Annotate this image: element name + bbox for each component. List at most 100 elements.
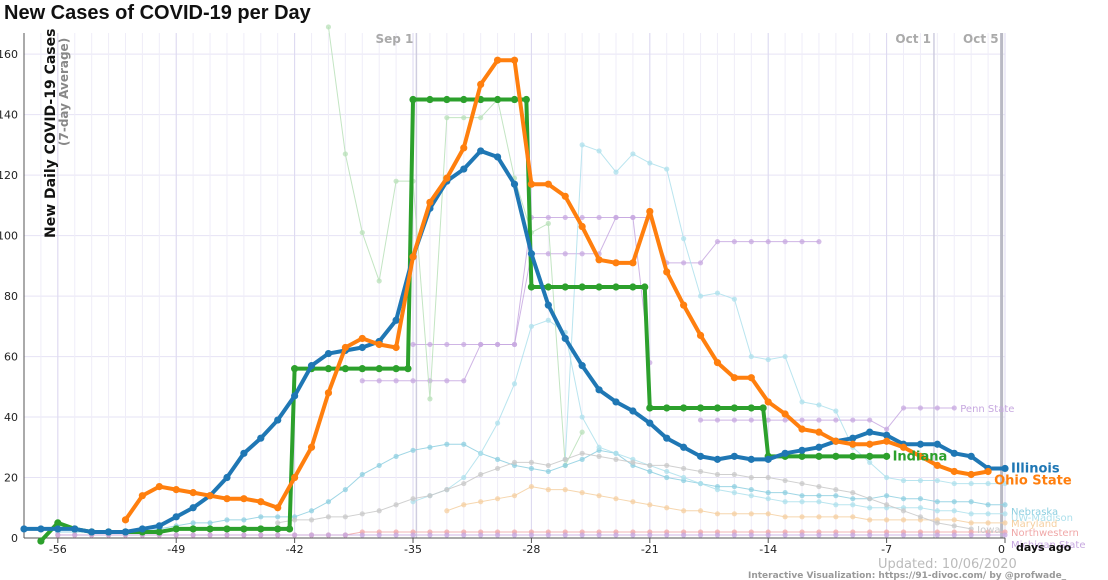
data-point <box>899 443 908 451</box>
data-point <box>511 459 518 466</box>
data-point <box>713 455 722 463</box>
data-point <box>477 147 485 155</box>
data-point <box>376 462 382 469</box>
data-point <box>833 514 839 520</box>
data-point <box>155 522 163 530</box>
data-point <box>697 260 704 266</box>
data-point <box>121 516 130 524</box>
series-line <box>446 486 1005 524</box>
data-point <box>731 296 737 302</box>
data-point <box>511 381 518 387</box>
data-point <box>578 283 586 291</box>
data-point <box>832 437 840 445</box>
y-tick-label: 60 <box>4 351 18 364</box>
data-point <box>55 532 61 538</box>
data-point <box>833 532 839 538</box>
data-point <box>884 493 890 499</box>
data-point <box>562 487 568 493</box>
data-point <box>866 428 874 436</box>
data-point <box>950 467 958 476</box>
data-point <box>341 365 349 373</box>
data-point <box>325 514 332 520</box>
data-point <box>613 214 619 221</box>
data-point <box>461 502 467 508</box>
data-point <box>342 514 348 520</box>
data-point <box>782 532 788 538</box>
data-point <box>527 180 536 188</box>
data-point <box>713 404 722 412</box>
y-tick-label: 80 <box>4 290 18 303</box>
series-label: Ohio State <box>994 474 1072 489</box>
date-marker-label: Oct 5 <box>963 32 999 46</box>
data-point <box>850 417 856 423</box>
series-label: Nebraska <box>1011 507 1058 518</box>
data-point <box>579 450 585 456</box>
data-point <box>461 115 467 121</box>
data-point <box>579 414 585 420</box>
data-point <box>664 505 670 511</box>
data-point <box>461 532 467 538</box>
data-point <box>308 532 315 538</box>
data-point <box>359 511 365 517</box>
data-point <box>376 508 382 514</box>
data-point <box>461 441 467 447</box>
data-point <box>799 399 805 405</box>
data-point <box>37 525 45 533</box>
data-point <box>647 462 653 469</box>
x-tick-label: -14 <box>759 543 777 556</box>
data-point <box>697 480 704 487</box>
data-point <box>748 239 754 245</box>
series-label: UW-Madison <box>1011 513 1073 524</box>
data-point <box>207 532 213 538</box>
data-point <box>748 493 754 499</box>
data-point <box>528 483 535 490</box>
data-point <box>815 452 823 460</box>
series-michigan-state <box>55 532 1008 538</box>
data-point <box>510 56 519 64</box>
data-point <box>985 480 991 487</box>
data-point <box>258 532 264 538</box>
data-point <box>798 452 806 460</box>
data-point <box>900 405 907 411</box>
data-point <box>427 493 433 499</box>
data-point <box>1001 464 1009 473</box>
data-point <box>647 532 653 538</box>
data-point <box>579 490 585 496</box>
series-ohio-state <box>121 56 992 524</box>
data-point <box>478 532 484 538</box>
data-point <box>358 365 366 373</box>
data-point <box>444 532 450 538</box>
data-point <box>884 517 890 523</box>
data-point <box>613 496 619 502</box>
data-point <box>934 405 940 411</box>
data-point <box>630 214 636 221</box>
data-point <box>596 214 602 221</box>
data-point <box>1002 520 1008 526</box>
series-michigan <box>562 142 1008 487</box>
data-point <box>663 268 671 276</box>
data-point <box>759 404 767 412</box>
data-point <box>561 283 569 291</box>
data-point <box>510 180 519 188</box>
x-tick-label: -28 <box>522 543 540 556</box>
data-point <box>867 459 873 466</box>
data-point <box>494 420 501 426</box>
data-point <box>646 419 654 427</box>
data-point <box>747 374 755 382</box>
series-label: Michigan State <box>1011 540 1085 551</box>
data-point <box>1002 532 1008 538</box>
data-point <box>765 239 771 245</box>
y-tick-label: 20 <box>4 472 18 485</box>
data-point <box>731 471 737 478</box>
data-point <box>696 452 705 460</box>
data-point <box>410 496 416 502</box>
data-point <box>561 192 569 200</box>
data-point <box>562 462 568 469</box>
data-point <box>681 465 687 472</box>
data-point <box>647 468 653 475</box>
data-point <box>833 487 839 493</box>
data-point <box>748 511 754 517</box>
data-point <box>527 250 536 258</box>
data-point <box>985 502 991 508</box>
data-point <box>730 404 738 412</box>
